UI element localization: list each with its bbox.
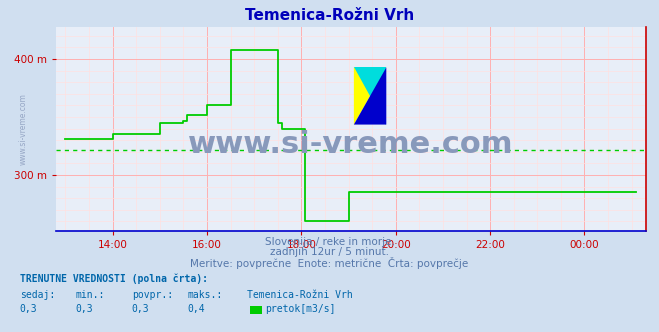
Text: maks.:: maks.: xyxy=(188,290,223,300)
Text: min.:: min.: xyxy=(76,290,105,300)
Text: www.si-vreme.com: www.si-vreme.com xyxy=(19,93,28,165)
Text: zadnjih 12ur / 5 minut.: zadnjih 12ur / 5 minut. xyxy=(270,247,389,257)
Text: 0,4: 0,4 xyxy=(188,304,206,314)
Polygon shape xyxy=(354,67,386,124)
Text: 0,3: 0,3 xyxy=(76,304,94,314)
Text: Temenica-Rožni Vrh: Temenica-Rožni Vrh xyxy=(247,290,353,300)
Text: Meritve: povprečne  Enote: metrične  Črta: povprečje: Meritve: povprečne Enote: metrične Črta:… xyxy=(190,257,469,269)
Text: pretok[m3/s]: pretok[m3/s] xyxy=(265,304,335,314)
Polygon shape xyxy=(354,67,386,124)
Text: Slovenija / reke in morje.: Slovenija / reke in morje. xyxy=(264,237,395,247)
Text: povpr.:: povpr.: xyxy=(132,290,173,300)
Text: www.si-vreme.com: www.si-vreme.com xyxy=(188,130,513,159)
Text: Temenica-Rožni Vrh: Temenica-Rožni Vrh xyxy=(245,8,414,23)
Text: 0,3: 0,3 xyxy=(132,304,150,314)
Polygon shape xyxy=(354,67,386,124)
Text: sedaj:: sedaj: xyxy=(20,290,55,300)
Text: TRENUTNE VREDNOSTI (polna črta):: TRENUTNE VREDNOSTI (polna črta): xyxy=(20,274,208,285)
Text: 0,3: 0,3 xyxy=(20,304,38,314)
